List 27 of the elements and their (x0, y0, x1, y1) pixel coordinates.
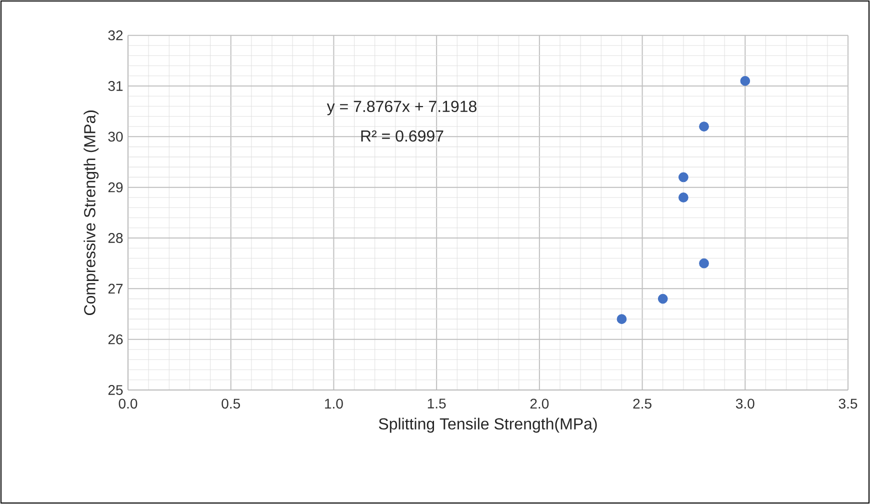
y-tick-label: 32 (108, 30, 123, 40)
y-tick-label: 28 (108, 233, 123, 243)
x-axis-title: Splitting Tensile Strength(MPa) (378, 418, 597, 433)
x-tick-label: 2.0 (530, 398, 549, 409)
y-tick-label: 30 (108, 132, 123, 142)
y-tick-label: 25 (108, 385, 123, 395)
y-tick-label: 26 (108, 334, 123, 344)
point (740, 76, 750, 86)
y-tick-label: 27 (108, 284, 123, 294)
x-tick-label: 1.0 (325, 398, 343, 409)
point (699, 258, 709, 268)
x-tick-label: 1.5 (428, 398, 446, 408)
x-tick-label: 2.5 (633, 398, 652, 409)
x-tick-label: 3.5 (838, 398, 858, 409)
y-tick-label: 31 (108, 81, 123, 91)
point (678, 192, 688, 202)
y-tick-label: 29 (108, 182, 123, 192)
x-tick-label: 3.0 (736, 398, 754, 409)
point (658, 294, 668, 304)
x-tick-label: 0.0 (118, 398, 138, 409)
point (616, 314, 627, 324)
x-tick-label: 0.5 (222, 398, 240, 409)
point (699, 122, 709, 132)
annotation: R² = 0.6997 (361, 130, 444, 142)
point (678, 172, 688, 182)
annotation: y = 7.8767x + 7.1918 (326, 100, 476, 116)
y-axis-title: Compressive Strength (MPa) (84, 110, 99, 315)
